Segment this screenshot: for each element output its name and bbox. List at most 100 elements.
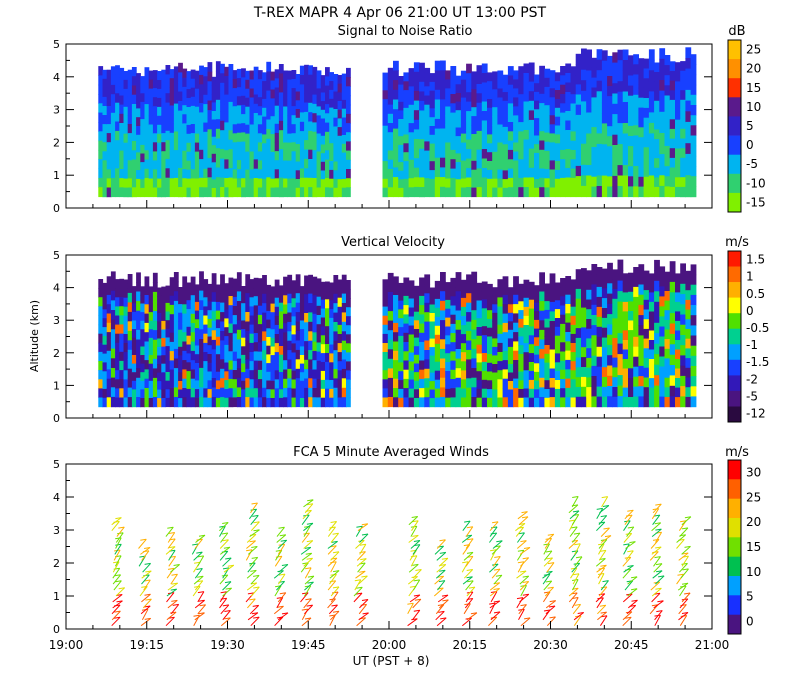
field-cell — [245, 133, 251, 144]
field-cell — [664, 387, 671, 398]
field-cell — [643, 338, 650, 349]
wind-barb — [489, 521, 499, 532]
field-cell — [131, 355, 137, 365]
field-cell — [144, 178, 150, 188]
field-cell — [295, 312, 301, 323]
field-cell — [245, 70, 251, 81]
field-cell — [424, 77, 431, 87]
vv-colorbar: 1.510.50-0.5-1-1.5-2-5-12 — [727, 250, 769, 423]
snr-x-axis — [65, 200, 713, 208]
field-cell — [659, 185, 666, 198]
field-cell — [257, 169, 263, 179]
field-cell — [140, 380, 146, 390]
field-cell — [102, 327, 108, 337]
colorbar-tick-label: 25 — [746, 43, 761, 57]
y-tick-label: 0 — [53, 202, 60, 215]
wind-barb — [197, 555, 205, 567]
field-cell — [612, 114, 619, 125]
field-cell — [224, 113, 230, 123]
field-cell — [393, 148, 399, 159]
field-cell — [419, 91, 425, 102]
field-cell — [455, 144, 462, 154]
field-cell — [232, 79, 238, 89]
field-cell — [528, 344, 535, 354]
field-cell — [424, 159, 431, 170]
wind-barb — [220, 532, 229, 543]
field-cell — [102, 96, 108, 107]
field-cell — [253, 287, 259, 297]
time-axis-label: UT (PST + 8) — [353, 654, 430, 668]
field-cell — [299, 329, 305, 339]
field-cell — [617, 154, 624, 166]
field-cell — [148, 178, 154, 189]
field-cell — [638, 325, 645, 336]
field-cell — [257, 314, 263, 325]
field-cell — [178, 329, 183, 339]
field-cell — [408, 325, 415, 336]
field-cell — [157, 115, 162, 126]
field-cell — [513, 124, 519, 134]
field-cell — [308, 159, 313, 169]
field-cell — [199, 358, 204, 369]
field-cell — [299, 187, 305, 198]
field-cell — [424, 95, 431, 106]
field-cell — [257, 97, 263, 107]
field-cell — [591, 67, 598, 79]
field-cell — [140, 153, 146, 163]
field-cell — [207, 81, 213, 92]
field-cell — [312, 140, 318, 151]
field-cell — [675, 158, 681, 169]
field-cell — [194, 293, 200, 303]
field-cell — [440, 80, 446, 91]
field-cell — [523, 73, 530, 84]
field-cell — [539, 177, 545, 188]
field-cell — [612, 124, 619, 136]
colorbar-swatch — [728, 59, 741, 79]
field-cell — [455, 170, 462, 180]
field-cell — [633, 276, 639, 288]
field-cell — [440, 397, 446, 408]
field-cell — [220, 111, 225, 122]
field-cell — [387, 330, 394, 341]
field-cell — [169, 277, 175, 287]
field-cell — [249, 151, 255, 162]
field-cell — [123, 71, 129, 81]
field-cell — [513, 97, 519, 107]
field-cell — [211, 349, 217, 360]
field-cell — [680, 273, 686, 285]
field-cell — [291, 142, 297, 152]
field-cell — [333, 331, 339, 342]
field-cell — [398, 101, 404, 111]
field-cell — [341, 303, 347, 313]
field-cell — [534, 170, 540, 180]
field-cell — [211, 179, 217, 189]
field-cell — [581, 307, 587, 319]
field-cell — [291, 115, 297, 125]
field-cell — [245, 312, 251, 323]
wind-barb — [193, 551, 203, 561]
field-cell — [346, 77, 351, 87]
field-cell — [581, 143, 587, 155]
field-cell — [398, 127, 404, 137]
field-cell — [476, 187, 483, 198]
field-cell — [190, 124, 196, 134]
field-cell — [596, 164, 603, 176]
wind-barb — [247, 598, 256, 609]
colorbar-swatch — [728, 154, 741, 175]
wind-barb — [303, 540, 314, 549]
field-cell — [329, 161, 334, 171]
field-cell — [220, 340, 225, 351]
field-cell — [211, 292, 217, 303]
field-cell — [165, 158, 171, 169]
field-cell — [110, 290, 116, 301]
field-cell — [287, 106, 293, 117]
field-cell — [643, 299, 650, 311]
field-cell — [316, 160, 322, 171]
y-tick-label: 5 — [53, 38, 60, 51]
field-cell — [471, 160, 478, 171]
field-cell — [253, 85, 259, 96]
field-cell — [127, 78, 133, 89]
field-cell — [182, 369, 188, 380]
field-cell — [190, 151, 196, 161]
